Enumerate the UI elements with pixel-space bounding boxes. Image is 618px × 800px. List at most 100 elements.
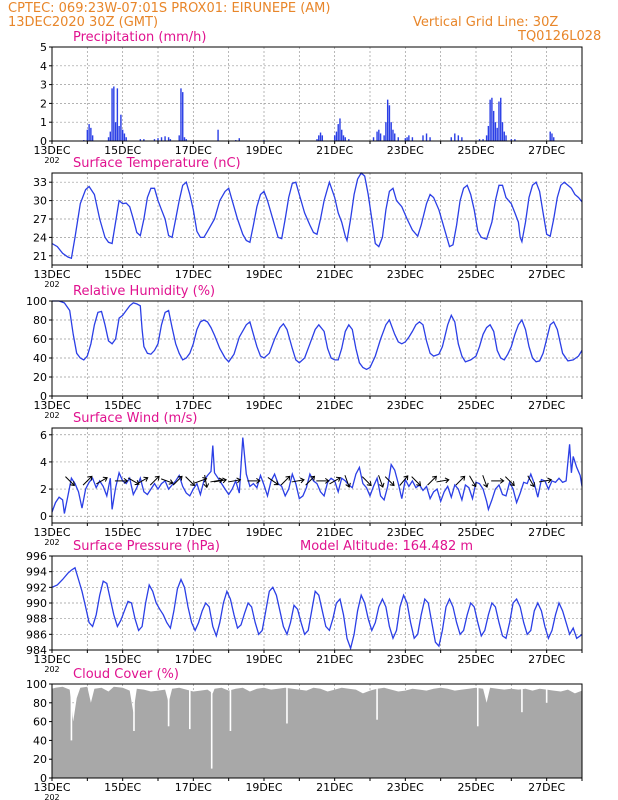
cloud-area	[52, 686, 582, 778]
pres-grid	[52, 556, 582, 650]
wind-arrow-shaft	[305, 476, 315, 486]
wind-arrow	[329, 476, 342, 485]
precip-bar	[429, 137, 431, 141]
cloud-xtick-label: 17DEC	[175, 781, 212, 794]
wind-arrow-shaft	[436, 479, 449, 483]
wind-arrow-head	[444, 477, 450, 484]
wind-arrow	[210, 477, 224, 484]
precip-bar	[123, 133, 126, 141]
temp-xtick-label: 21DEC	[316, 268, 353, 281]
cloud-dip	[167, 684, 170, 727]
precip-bar	[116, 88, 119, 141]
wind-arrow-head	[256, 477, 261, 484]
wind-arrow	[291, 477, 305, 484]
precip-bar	[482, 139, 484, 141]
wind-xtick-label: 17DEC	[175, 526, 212, 539]
pres-line	[51, 566, 583, 651]
temp-grid	[52, 173, 582, 265]
precip-xtick-label: 21DEC	[316, 144, 353, 157]
run-date: 13DEC2020 30Z (GMT)	[8, 15, 159, 30]
rh-ytick-label: 20	[33, 371, 47, 384]
wind-arrow	[172, 475, 183, 486]
wind-arrow-head	[222, 477, 228, 484]
temp-ytick-label: 27	[33, 213, 47, 226]
cloud-xtick-label: 25DEC	[457, 781, 494, 794]
station-title: CPTEC: 069:23W-07:01S PROX01: EIRUNEPE (…	[8, 1, 331, 16]
wind-ytick-label: 0	[40, 510, 47, 523]
wind-arrow-shaft	[538, 479, 551, 483]
rh-xtick-label: 13DEC	[33, 399, 70, 412]
precip-bar	[492, 110, 495, 141]
precip-bar	[185, 139, 187, 141]
precip-bar	[348, 139, 350, 141]
wind-arrow-shaft	[469, 475, 476, 487]
rh-ytick-label: 80	[33, 314, 47, 327]
precip-bar	[501, 122, 504, 141]
panel-precip: 0 1 2 3 4 5 13DEC 15DEC 17DEC 19DEC 21DEC 23DEC 25DE…	[33, 30, 583, 165]
wind-arrow-head	[168, 479, 174, 485]
wind-arrow-head	[325, 477, 330, 484]
wind-arrow-head	[499, 477, 505, 484]
precip-frame	[51, 46, 583, 142]
cloud-dip	[476, 684, 479, 727]
precip-bar	[114, 122, 117, 141]
wind-arrow-head	[123, 477, 129, 484]
temp-year-label: 202	[44, 280, 59, 289]
wind-arrow-shaft	[136, 477, 148, 485]
wind-arrow	[527, 475, 535, 488]
wind-arrow-shaft	[378, 475, 384, 487]
rh-xtick-label: 19DEC	[245, 399, 282, 412]
precip-bar	[339, 118, 341, 141]
wind-arrow-shaft	[411, 476, 421, 486]
cloud-dip	[229, 684, 232, 731]
wind-arrow-shaft	[96, 477, 107, 485]
precip-bar	[487, 125, 490, 141]
precip-bar	[86, 129, 89, 141]
wind-arrow-head	[366, 481, 372, 487]
cloud-xtick-label: 27DEC	[528, 781, 565, 794]
wind-arrow	[455, 475, 466, 486]
wind-arrow-head	[285, 475, 291, 481]
precip-bar	[376, 131, 378, 141]
precip-bar	[118, 125, 120, 141]
wind-arrow	[316, 477, 330, 484]
precip-bar	[217, 129, 219, 141]
precip-bar	[386, 99, 389, 141]
wind-arrow-shaft	[329, 477, 341, 485]
rh-ytick-label: 40	[33, 352, 47, 365]
pres-ytick-label: 992	[26, 581, 47, 594]
precip-grid	[52, 47, 582, 141]
precip-bar	[167, 137, 170, 141]
precip-bar	[485, 135, 488, 141]
wind-arrow	[384, 476, 395, 487]
temp-ytick-label: 30	[33, 195, 47, 208]
precip-bar	[169, 139, 172, 141]
precip-bar	[390, 122, 392, 141]
precip-bar	[491, 97, 493, 141]
wind-arrow	[280, 475, 291, 486]
wind-arrow-head	[403, 475, 409, 481]
wind-arrow-head	[529, 482, 535, 488]
precip-bar	[489, 99, 491, 141]
precip-bar	[318, 135, 320, 141]
precip-bar	[408, 135, 410, 141]
wind-arrow	[185, 476, 196, 487]
cloud-ytick-label: 80	[33, 697, 47, 710]
wind-arrow	[136, 476, 149, 485]
wind-arrow-head	[416, 481, 422, 487]
wind-arrow-shaft	[267, 477, 279, 485]
precip-bar	[113, 86, 115, 141]
wind-arrow-head	[345, 482, 351, 488]
wind-arrow-head	[134, 480, 140, 486]
wind-arrow-shaft	[384, 476, 394, 486]
temp-ytick-label: 21	[33, 250, 47, 263]
wind-arrow	[213, 477, 228, 484]
cloud-dip	[521, 684, 523, 713]
wind-arrow-head	[335, 476, 342, 482]
wind-arrow	[469, 475, 477, 488]
cloud-xtick-label: 23DEC	[387, 781, 424, 794]
precip-bar	[341, 129, 343, 141]
wind-arrow-shaft	[149, 476, 160, 486]
precip-ytick-label: 4	[40, 60, 47, 73]
precip-bar	[551, 133, 553, 141]
